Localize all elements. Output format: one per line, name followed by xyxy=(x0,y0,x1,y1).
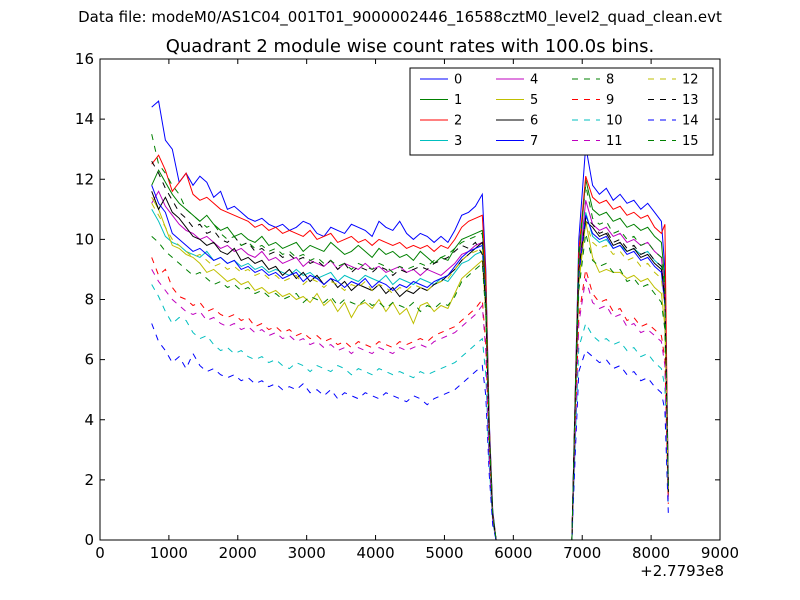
y-tick-label: 16 xyxy=(75,50,94,68)
legend-label-12: 12 xyxy=(682,73,699,88)
legend-label-2: 2 xyxy=(454,114,462,129)
x-tick-label: 0 xyxy=(95,544,105,562)
y-tick-label: 0 xyxy=(84,531,94,549)
legend-label-4: 4 xyxy=(530,73,538,88)
series-line-15 xyxy=(151,134,669,541)
legend-label-15: 15 xyxy=(682,134,699,149)
x-tick-label: 6000 xyxy=(494,544,532,562)
x-axis-offset-label: +2.7793e8 xyxy=(640,562,724,580)
chart-title: Quadrant 2 module wise count rates with … xyxy=(165,36,655,57)
series-line-14 xyxy=(151,323,669,541)
series-line-11 xyxy=(151,269,669,541)
y-tick-label: 6 xyxy=(84,351,94,369)
legend-label-14: 14 xyxy=(682,114,699,129)
legend-label-11: 11 xyxy=(606,134,623,149)
series-layer xyxy=(151,100,669,541)
x-tick-label: 2000 xyxy=(219,544,257,562)
x-tick-label: 9000 xyxy=(701,544,739,562)
y-tick-label: 4 xyxy=(84,411,94,429)
series-line-12 xyxy=(151,203,669,541)
series-line-4 xyxy=(151,190,669,541)
y-tick-label: 14 xyxy=(75,110,94,128)
legend-label-8: 8 xyxy=(606,73,614,88)
series-line-9 xyxy=(151,257,669,541)
legend-label-7: 7 xyxy=(530,134,538,149)
legend-label-9: 9 xyxy=(606,93,614,108)
figure-supertitle: Data file: modeM0/AS1C04_001T01_90000024… xyxy=(78,8,722,26)
y-tick-label: 2 xyxy=(84,471,94,489)
y-tick-label: 8 xyxy=(84,291,94,309)
x-tick-label: 4000 xyxy=(356,544,394,562)
series-line-3 xyxy=(151,209,669,541)
x-tick-label: 5000 xyxy=(425,544,463,562)
y-tick-label: 12 xyxy=(75,170,94,188)
series-line-10 xyxy=(151,284,669,541)
x-tick-label: 3000 xyxy=(288,544,326,562)
series-line-5 xyxy=(151,197,669,541)
series-line-6 xyxy=(151,191,669,541)
x-tick-label: 8000 xyxy=(632,544,670,562)
series-line-8 xyxy=(151,233,669,541)
legend-label-6: 6 xyxy=(530,114,538,129)
legend-label-1: 1 xyxy=(454,93,462,108)
x-tick-label: 1000 xyxy=(150,544,188,562)
legend-label-0: 0 xyxy=(454,73,462,88)
axis-layer: 0 1000 2000 3000 4000 5000 6000 7000 8000 9000 0 2 4… xyxy=(75,50,739,562)
legend-label-10: 10 xyxy=(606,114,623,129)
series-line-7 xyxy=(151,185,669,541)
x-tick-label: 7000 xyxy=(563,544,601,562)
series-line-0 xyxy=(151,100,669,541)
legend-label-3: 3 xyxy=(454,134,462,149)
legend-label-13: 13 xyxy=(682,93,699,108)
y-tick-label: 10 xyxy=(75,230,94,248)
series-line-2 xyxy=(151,154,669,541)
legend-label-5: 5 xyxy=(530,93,538,108)
